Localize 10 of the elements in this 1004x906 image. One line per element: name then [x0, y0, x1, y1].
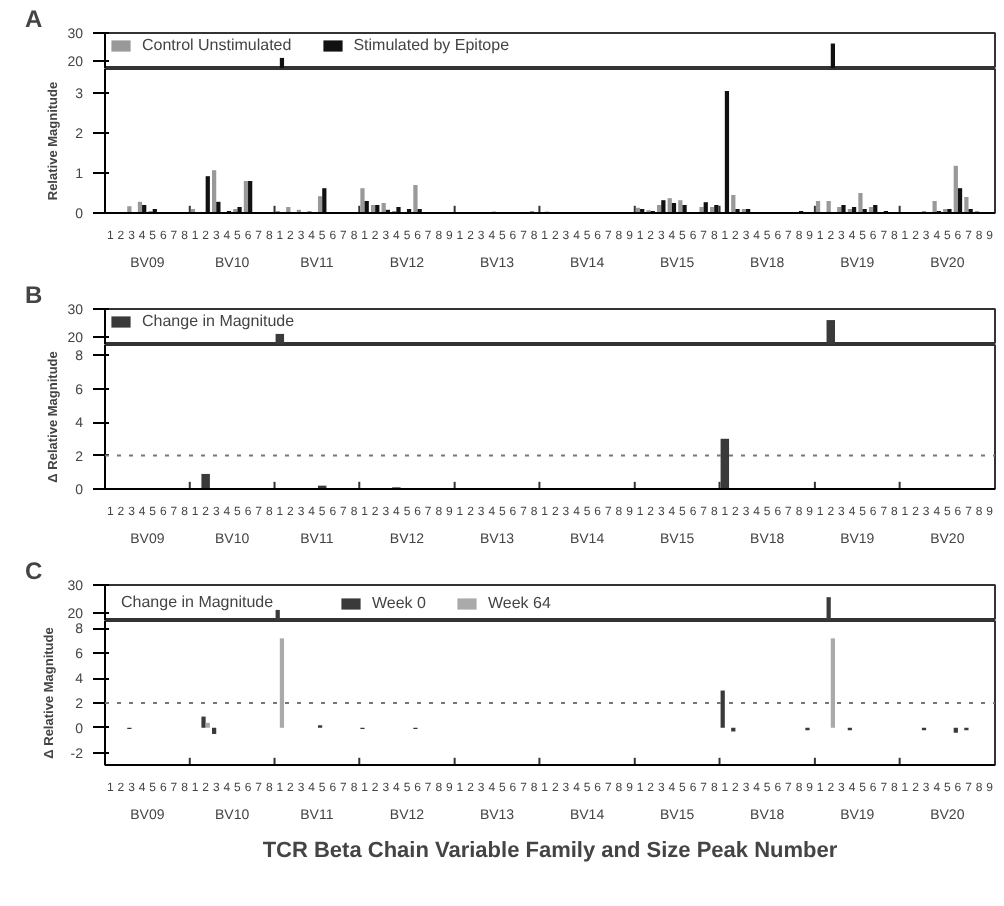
legend-label: Week 0	[372, 594, 426, 612]
legend-label: Week 64	[487, 594, 551, 612]
legend-label: Control Unstimulated	[142, 36, 292, 54]
legend-label: Stimulated by Epitope	[353, 36, 510, 54]
chart-title: B	[25, 281, 43, 309]
x-axis-title: TCR Beta Chain Variable Family and Size Peak Number	[262, 839, 839, 863]
chart-title: C	[25, 557, 43, 585]
legend-label: Change in Magnitude	[142, 312, 295, 330]
legend-title: Change in Magnitude	[121, 593, 275, 611]
chart-title: A	[25, 5, 43, 33]
